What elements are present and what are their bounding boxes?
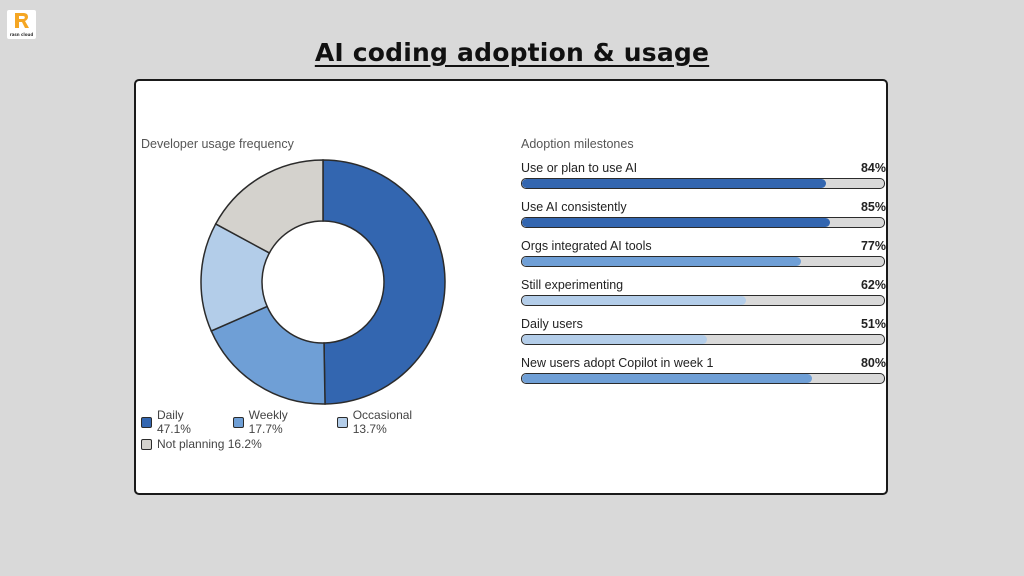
brand-logo: rasn cloud	[7, 10, 36, 39]
milestone-bar	[522, 179, 827, 188]
legend-item: Weekly 17.7%	[232, 408, 325, 436]
legend-label: Not planning 16.2%	[157, 437, 262, 451]
donut-slice-not-planning	[214, 159, 324, 254]
legend-swatch	[336, 416, 348, 428]
milestone-label: Still experimenting	[521, 278, 624, 292]
legend-swatch	[141, 416, 152, 428]
usage-frequency-donut	[200, 159, 446, 405]
rasn-cloud-logo-icon	[15, 13, 29, 28]
legend-item: Not planning 16.2%	[141, 437, 262, 451]
donut-slice-daily	[322, 159, 446, 405]
milestones-title: Adoption milestones	[521, 137, 634, 151]
milestone-track	[521, 178, 885, 189]
milestone-label: New users adopt Copilot in week 1	[521, 356, 714, 370]
milestone-bar	[522, 257, 801, 266]
legend-label: Daily 47.1%	[156, 408, 191, 436]
milestone-track	[521, 295, 885, 306]
legend-row: Daily 47.1% Weekly 17.7% Occasional 13.7%	[141, 408, 461, 436]
milestone-value: 80%	[860, 356, 886, 370]
page-title: AI coding adoption & usage	[314, 38, 710, 67]
milestone-value: 84%	[860, 161, 886, 175]
legend-swatch	[141, 438, 152, 450]
milestone-track	[521, 334, 885, 345]
legend-item: Daily 47.1%	[141, 408, 221, 436]
milestone-item: New users adopt Copilot in week 1 80%	[521, 356, 886, 395]
milestone-item: Use or plan to use AI 84%	[521, 161, 886, 200]
milestone-track	[521, 217, 885, 228]
legend-row: Not planning 16.2%	[141, 433, 461, 455]
milestone-label: Use or plan to use AI	[521, 161, 638, 175]
milestone-bar	[522, 218, 830, 227]
donut-chart-title: Developer usage frequency	[141, 137, 294, 151]
milestone-value: 77%	[860, 239, 886, 253]
milestone-item: Orgs integrated AI tools 77%	[521, 239, 886, 278]
milestone-bar	[522, 335, 707, 344]
legend-label: Occasional 13.7%	[352, 408, 413, 436]
milestone-bar	[522, 374, 812, 383]
legend-label: Weekly 17.7%	[248, 408, 288, 436]
legend-item: Occasional 13.7%	[336, 408, 449, 436]
donut-legend: Daily 47.1% Weekly 17.7% Occasional 13.7% N…	[141, 408, 461, 455]
milestone-label: Use AI consistently	[521, 200, 627, 214]
legend-swatch	[232, 416, 244, 428]
milestone-value: 85%	[860, 200, 886, 214]
milestone-value: 62%	[860, 278, 886, 292]
milestone-item: Use AI consistently 85%	[521, 200, 886, 239]
milestone-value: 51%	[860, 317, 886, 331]
logo-text: rasn cloud	[9, 32, 34, 37]
milestone-bar	[522, 296, 747, 305]
milestone-item: Daily users 51%	[521, 317, 886, 356]
milestone-track	[521, 373, 885, 384]
milestones-list: Use or plan to use AI 84% Use AI consisten…	[521, 161, 886, 395]
milestone-label: Daily users	[521, 317, 583, 331]
chart-panel: Developer usage frequency Daily 47.1% Wee…	[134, 79, 888, 495]
milestone-track	[521, 256, 885, 267]
milestone-item: Still experimenting 62%	[521, 278, 886, 317]
milestone-label: Orgs integrated AI tools	[521, 239, 652, 253]
